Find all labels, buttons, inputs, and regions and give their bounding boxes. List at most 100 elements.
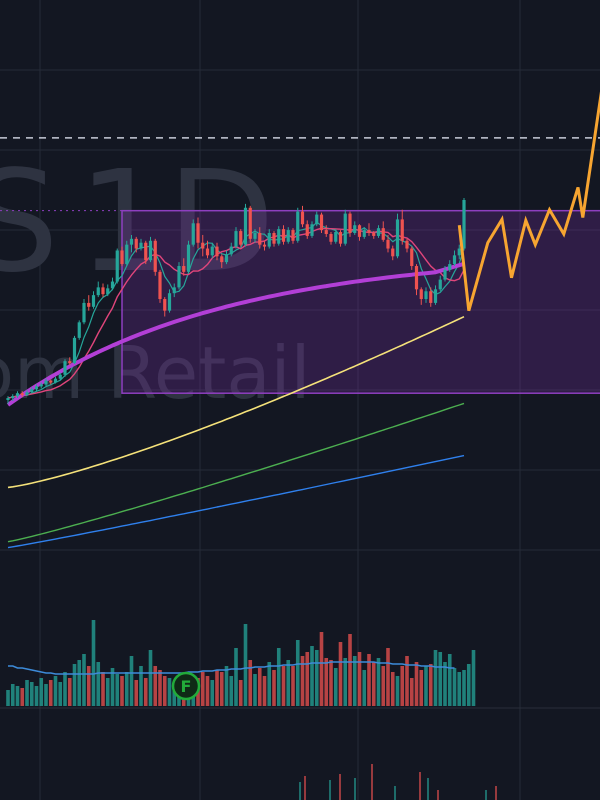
event-marker[interactable]: F [171, 671, 201, 701]
candle-body [115, 250, 119, 282]
candle-body [11, 396, 15, 399]
volume-bar-87 [419, 670, 424, 706]
candle-26 [129, 234, 134, 253]
volume-bar-63 [305, 652, 310, 706]
candle-94 [452, 250, 457, 267]
candle-59 [286, 227, 290, 244]
candle-body [139, 242, 143, 249]
candle-12 [63, 359, 67, 377]
candle-body [167, 293, 172, 311]
candle-body [248, 207, 252, 239]
candle-36 [177, 262, 181, 290]
candle-11 [58, 372, 62, 381]
candle-57 [277, 226, 281, 246]
volume-bar-55 [267, 662, 272, 706]
volume-bar-95 [457, 672, 462, 706]
candle-61 [296, 207, 300, 243]
candle-body [296, 211, 300, 241]
candle-51 [248, 205, 252, 243]
candle-body [182, 266, 186, 272]
candle-body [334, 232, 338, 242]
volume-bar-20 [101, 672, 105, 706]
candle-body [286, 230, 290, 242]
volume-bar-50 [243, 624, 248, 706]
candle-body [110, 281, 115, 289]
candle-45 [220, 254, 224, 268]
volume-average-line [8, 661, 455, 675]
ma-longer-line [7, 402, 465, 543]
candle-body [291, 230, 295, 241]
candle-2 [15, 391, 20, 399]
candle-85 [410, 246, 414, 270]
volume-bar-70 [338, 642, 343, 706]
candle-body [205, 248, 210, 256]
candle-body [281, 229, 286, 242]
volume-bar-27 [134, 680, 139, 706]
event-marker-circle[interactable] [171, 671, 201, 701]
candle-body [25, 392, 29, 396]
candle-body [224, 254, 229, 263]
candle-31 [153, 238, 157, 276]
candle-15 [77, 320, 81, 340]
candle-40 [196, 217, 200, 249]
candle-body [15, 393, 20, 397]
volume-bar-47 [229, 676, 234, 706]
candle-4 [25, 390, 29, 397]
candle-90 [433, 285, 438, 305]
volume-bar-67 [324, 658, 329, 706]
candle-body [376, 228, 381, 236]
candle-body [215, 246, 219, 257]
candle-body [44, 380, 48, 385]
volume-bar-19 [96, 662, 101, 706]
volume-bar-76 [367, 654, 371, 706]
candle-body [338, 232, 343, 244]
volume-bar-23 [115, 674, 120, 706]
volume-bar-6 [34, 686, 39, 706]
candle-body [319, 214, 324, 231]
candle-16 [82, 299, 86, 325]
candle-body [343, 213, 347, 244]
candle-body [177, 266, 181, 288]
candle-56 [272, 231, 276, 247]
candle-46 [224, 250, 229, 265]
volume-bar-74 [357, 652, 362, 706]
candle-body [129, 238, 134, 245]
lower-indicator-pane [299, 764, 497, 800]
candle-35 [172, 283, 176, 298]
candle-54 [262, 240, 267, 251]
candle-body [381, 228, 385, 240]
projection-path[interactable] [457, 62, 600, 312]
candle-84 [405, 238, 409, 253]
volume-bar-89 [428, 664, 433, 706]
candle-body [462, 200, 466, 249]
volume-bar-58 [281, 666, 286, 706]
candle-80 [386, 234, 390, 253]
volume-bar-22 [110, 668, 115, 706]
volume-bar-85 [409, 678, 414, 706]
candle-body [258, 233, 262, 245]
candle-19 [96, 281, 100, 298]
candle-body [457, 248, 461, 256]
candle-20 [101, 283, 105, 298]
candle-body [68, 361, 72, 364]
candle-60 [291, 228, 295, 244]
candle-body [106, 288, 110, 295]
volume-average [8, 661, 455, 675]
candle-81 [391, 245, 395, 261]
candle-body [144, 242, 148, 261]
candle-body [277, 229, 281, 244]
candle-body [163, 299, 167, 311]
candle-body [196, 223, 200, 243]
candles [6, 198, 466, 404]
volume-bar-80 [386, 648, 390, 706]
candle-body [357, 225, 362, 237]
candle-body [395, 219, 400, 257]
volume-bar-11 [58, 682, 63, 706]
volume-bar-81 [390, 672, 395, 706]
volume-bar-29 [143, 678, 148, 706]
volume-bar-91 [438, 652, 443, 706]
projection-line [457, 91, 600, 312]
volume-bar-16 [82, 654, 86, 706]
volume-bar-98 [471, 650, 476, 706]
